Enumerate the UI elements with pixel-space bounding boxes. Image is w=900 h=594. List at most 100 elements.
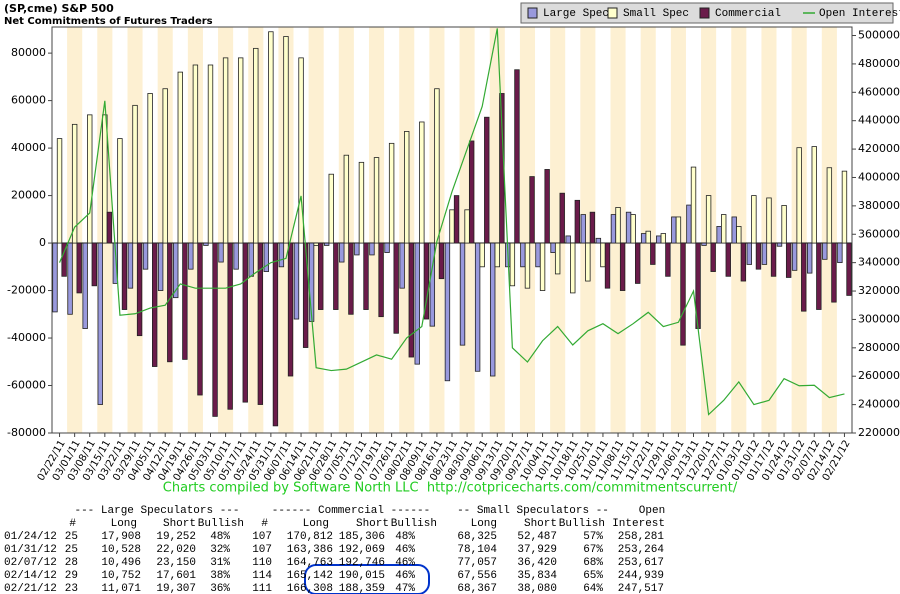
bar	[645, 230, 651, 244]
bar	[529, 176, 535, 244]
table-cell: 67,556	[457, 570, 497, 582]
band	[519, 27, 536, 433]
bar	[222, 57, 229, 244]
bar	[363, 242, 369, 310]
bar	[785, 242, 792, 278]
bar	[796, 147, 802, 244]
bar	[831, 242, 837, 303]
bar	[490, 242, 496, 377]
bar	[242, 242, 248, 403]
bar	[550, 242, 556, 253]
bar	[635, 242, 641, 284]
bar	[117, 138, 123, 244]
bar	[348, 242, 354, 315]
table-cell: 46%	[395, 544, 415, 556]
bar	[755, 242, 762, 270]
bar	[384, 242, 390, 253]
bar	[434, 88, 440, 244]
legend-label: Commercial	[715, 8, 781, 20]
bar	[408, 242, 414, 358]
bar	[318, 242, 324, 310]
bar	[414, 242, 420, 365]
bar	[770, 242, 777, 277]
bar	[207, 64, 214, 244]
table-cell: 185,306	[339, 531, 385, 543]
bar	[580, 214, 586, 244]
bar	[152, 242, 158, 367]
column-header: Interest	[612, 518, 665, 530]
bar	[705, 195, 712, 244]
bar	[268, 31, 274, 244]
bar	[807, 242, 813, 274]
bar	[167, 242, 173, 363]
highlight	[304, 564, 430, 594]
bar	[227, 242, 233, 410]
table-cell: 64%	[583, 583, 603, 594]
bar	[333, 242, 339, 310]
bar	[102, 114, 108, 244]
table-cell: 48%	[210, 531, 230, 543]
bar	[212, 242, 218, 417]
column-header: #	[261, 518, 268, 530]
bar	[218, 242, 224, 263]
bar	[76, 242, 82, 294]
table-cell: 188,359	[339, 583, 385, 594]
bar	[544, 169, 550, 244]
table-cell: 192,069	[339, 544, 385, 556]
bar	[514, 69, 520, 244]
bar	[61, 242, 67, 277]
bar	[142, 242, 149, 270]
bar	[660, 233, 667, 244]
bar	[177, 71, 183, 244]
table-cell: 253,264	[618, 544, 665, 556]
table-cell: 32%	[210, 544, 230, 556]
bar	[474, 242, 481, 372]
bar	[837, 242, 843, 264]
bar	[358, 161, 365, 244]
row-date: 02/21/12	[4, 583, 57, 594]
bar	[675, 216, 682, 244]
bar	[816, 242, 822, 310]
bar	[701, 242, 707, 246]
bar	[725, 242, 731, 277]
bar	[147, 93, 153, 244]
y2-tick-label: 340000	[858, 256, 900, 269]
bar	[339, 242, 345, 263]
bar	[811, 146, 817, 244]
bar	[776, 242, 783, 247]
bar	[585, 242, 591, 282]
table-cell: 114	[252, 570, 272, 582]
y2-tick-label: 240000	[858, 398, 900, 411]
table-cell: 23,150	[156, 557, 196, 569]
table-cell: 68%	[583, 557, 603, 569]
bar	[182, 242, 188, 360]
y-tick-label: -60000	[7, 379, 46, 392]
bar	[132, 104, 138, 244]
bar	[574, 199, 581, 244]
y-tick-label: -20000	[7, 284, 46, 297]
table-cell: 107	[252, 531, 272, 543]
table-cell: 111	[252, 583, 272, 594]
bar	[438, 242, 445, 280]
column-header: Short	[524, 518, 557, 530]
table-cell: 10,496	[101, 557, 141, 569]
bar	[690, 166, 697, 244]
group-header: --- Large Speculators ---	[74, 505, 239, 517]
line	[58, 28, 845, 416]
credit: Charts compiled by Software North LLC ht…	[163, 481, 738, 496]
column-header: Bullish	[198, 518, 244, 530]
legend-swatch	[699, 7, 710, 19]
bar	[484, 116, 490, 244]
y2-tick-label: 480000	[858, 57, 900, 70]
table-cell: 110	[252, 557, 272, 569]
bar	[619, 242, 626, 291]
bar	[524, 242, 531, 289]
table-cell: 170,812	[287, 531, 333, 543]
bar	[378, 242, 384, 318]
y-tick-label: 0	[39, 236, 46, 249]
bar	[278, 242, 285, 268]
y-tick-label: 60000	[11, 94, 46, 107]
bar	[740, 242, 747, 282]
group-header: Open	[639, 505, 665, 517]
bar	[650, 242, 656, 265]
